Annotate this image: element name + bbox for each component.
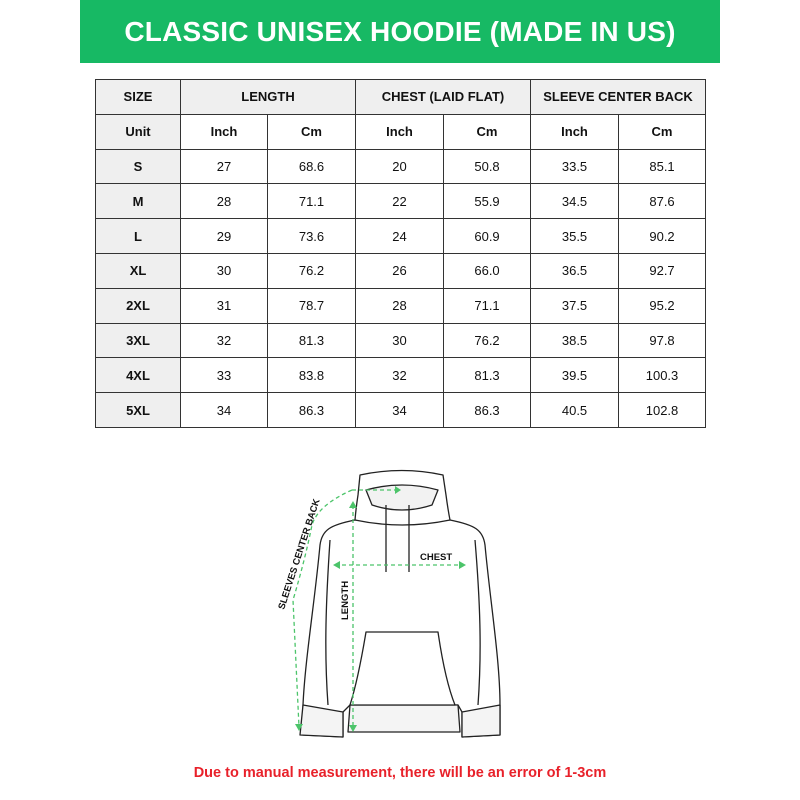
size-cell: 2XL bbox=[95, 287, 181, 324]
value-cell: 92.7 bbox=[618, 252, 707, 289]
size-cell: XL bbox=[95, 252, 181, 289]
size-cell: 3XL bbox=[95, 322, 181, 359]
measure-lines bbox=[292, 489, 462, 728]
value-cell: 86.3 bbox=[266, 392, 357, 428]
value-cell: 66.0 bbox=[443, 252, 532, 289]
value-cell: 28 bbox=[355, 287, 445, 324]
value-cell: 102.8 bbox=[618, 392, 707, 428]
header-length: LENGTH bbox=[179, 79, 357, 115]
value-cell: 34 bbox=[355, 392, 445, 428]
size-cell: 5XL bbox=[95, 392, 181, 428]
unit-label: Unit bbox=[95, 113, 181, 150]
chest-label: CHEST bbox=[420, 552, 452, 563]
length-label: LENGTH bbox=[340, 581, 351, 620]
value-cell: 33 bbox=[180, 357, 268, 394]
value-cell: 31 bbox=[180, 287, 268, 324]
value-cell: 36.5 bbox=[530, 252, 620, 289]
table-row: XL 30 76.2 26 66.0 36.5 92.7 bbox=[95, 252, 707, 289]
table-row: 5XL 34 86.3 34 86.3 40.5 102.8 bbox=[95, 392, 707, 428]
table-row: 4XL 33 83.8 32 81.3 39.5 100.3 bbox=[95, 357, 707, 394]
value-cell: 29 bbox=[180, 218, 268, 254]
value-cell: 24 bbox=[355, 218, 445, 254]
value-cell: 68.6 bbox=[266, 148, 357, 185]
value-cell: 71.1 bbox=[443, 287, 532, 324]
value-cell: 97.8 bbox=[618, 322, 707, 359]
value-cell: 60.9 bbox=[443, 218, 532, 254]
value-cell: 85.1 bbox=[618, 148, 707, 185]
title-banner: CLASSIC UNISEX HOODIE (MADE IN US) bbox=[80, 0, 720, 63]
measurement-note: Due to manual measurement, there will be… bbox=[193, 765, 607, 781]
value-cell: 39.5 bbox=[530, 357, 620, 394]
value-cell: 83.8 bbox=[266, 357, 357, 394]
unit-cell: Inch bbox=[355, 113, 445, 150]
unit-cell: Cm bbox=[266, 113, 357, 150]
value-cell: 78.7 bbox=[266, 287, 357, 324]
unit-cell: Inch bbox=[530, 113, 620, 150]
value-cell: 95.2 bbox=[618, 287, 707, 324]
value-cell: 34 bbox=[180, 392, 268, 428]
sleeve-line bbox=[292, 489, 353, 728]
value-cell: 30 bbox=[355, 322, 445, 359]
table-row: 3XL 32 81.3 30 76.2 38.5 97.8 bbox=[95, 322, 707, 359]
value-cell: 30 bbox=[180, 252, 268, 289]
value-cell: 32 bbox=[355, 357, 445, 394]
value-cell: 35.5 bbox=[530, 218, 620, 254]
value-cell: 37.5 bbox=[530, 287, 620, 324]
header-row: SIZE LENGTH CHEST (LAID FLAT) SLEEVE CEN… bbox=[95, 79, 707, 115]
size-cell: M bbox=[95, 183, 181, 220]
size-cell: 4XL bbox=[95, 357, 181, 394]
header-sleeve: SLEEVE CENTER BACK bbox=[530, 79, 707, 115]
table-row: 2XL 31 78.7 28 71.1 37.5 95.2 bbox=[95, 287, 707, 324]
value-cell: 90.2 bbox=[618, 218, 707, 254]
page-title: CLASSIC UNISEX HOODIE (MADE IN US) bbox=[124, 15, 676, 47]
value-cell: 20 bbox=[355, 148, 445, 185]
value-cell: 38.5 bbox=[530, 322, 620, 359]
unit-cell: Inch bbox=[180, 113, 268, 150]
value-cell: 32 bbox=[180, 322, 268, 359]
header-chest: CHEST (LAID FLAT) bbox=[355, 79, 532, 115]
table-row: L 29 73.6 24 60.9 35.5 90.2 bbox=[95, 218, 707, 254]
size-cell: S bbox=[95, 148, 181, 185]
value-cell: 81.3 bbox=[443, 357, 532, 394]
size-chart-table: SIZE LENGTH CHEST (LAID FLAT) SLEEVE CEN… bbox=[95, 79, 707, 428]
value-cell: 40.5 bbox=[530, 392, 620, 428]
value-cell: 26 bbox=[355, 252, 445, 289]
value-cell: 55.9 bbox=[443, 183, 532, 220]
unit-row: Unit Inch Cm Inch Cm Inch Cm bbox=[95, 113, 707, 150]
value-cell: 28 bbox=[180, 183, 268, 220]
value-cell: 100.3 bbox=[618, 357, 707, 394]
value-cell: 76.2 bbox=[266, 252, 357, 289]
header-size: SIZE bbox=[95, 79, 181, 115]
hoodie-outline bbox=[299, 469, 501, 738]
value-cell: 81.3 bbox=[266, 322, 357, 359]
value-cell: 86.3 bbox=[443, 392, 532, 428]
value-cell: 73.6 bbox=[266, 218, 357, 254]
value-cell: 22 bbox=[355, 183, 445, 220]
arrow-icons bbox=[295, 486, 466, 732]
table-row: M 28 71.1 22 55.9 34.5 87.6 bbox=[95, 183, 707, 220]
unit-cell: Cm bbox=[443, 113, 532, 150]
